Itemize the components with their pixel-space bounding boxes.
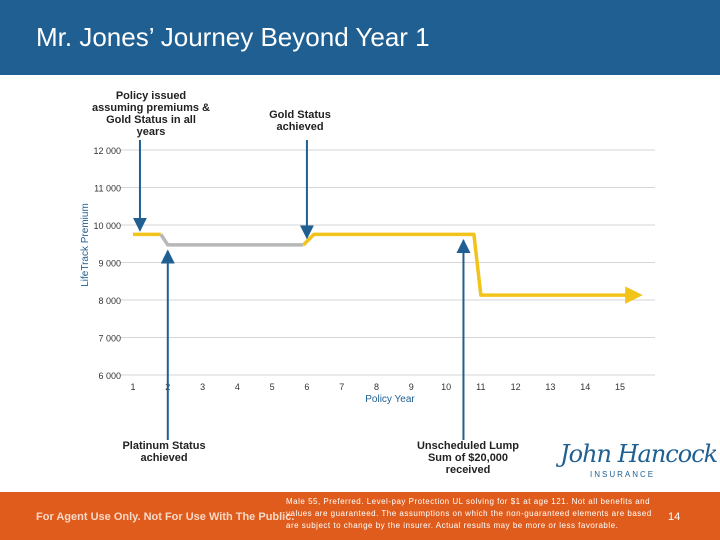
y-tick-label: 12 000	[93, 146, 121, 156]
x-axis-label: Policy Year	[365, 394, 415, 405]
header-bar	[0, 0, 720, 75]
annotation-policy-issued: Policy issued assuming premiums & Gold S…	[92, 90, 210, 138]
footer-bar	[0, 492, 720, 540]
page-title: Mr. Jones’ Journey Beyond Year 1	[36, 22, 430, 52]
x-tick-label: 8	[374, 382, 379, 392]
x-tick-label: 7	[339, 382, 344, 392]
x-tick-label: 13	[545, 382, 555, 392]
series-line	[302, 232, 643, 304]
x-tick-label: 6	[304, 382, 309, 392]
x-tick-label: 3	[200, 382, 205, 392]
y-tick-label: 7 000	[98, 334, 121, 344]
y-axis-label: LifeTrack Premium	[80, 203, 91, 287]
y-tick-label: 11 000	[94, 184, 121, 194]
annotation-gold-status: Gold Status achieved	[269, 109, 331, 133]
x-tick-label: 12	[511, 382, 521, 392]
y-tick-label: 8 000	[98, 296, 121, 306]
agent-use-notice: For Agent Use Only. Not For Use With The…	[36, 511, 295, 523]
y-tick-label: 6 000	[98, 371, 121, 381]
annotation-lump-sum: Unscheduled Lump Sum of $20,000 received	[416, 440, 520, 476]
john-hancock-logo: John Hancock INSURANCE	[560, 440, 718, 484]
x-tick-label: 5	[270, 382, 275, 392]
y-tick-label: 9 000	[98, 259, 121, 269]
x-tick-label: 14	[580, 382, 590, 392]
y-tick-label: 10 000	[93, 221, 121, 231]
x-tick-label: 9	[409, 382, 414, 392]
page-number: 14	[668, 511, 681, 523]
x-tick-label: 15	[615, 382, 625, 392]
logo-wordmark: John Hancock	[560, 440, 718, 468]
series-line	[159, 233, 304, 247]
x-tick-label: 1	[130, 382, 135, 392]
x-tick-label: 11	[476, 382, 485, 392]
annotation-platinum-status: Platinum Status achieved	[122, 440, 206, 464]
logo-subtitle: INSURANCE	[590, 470, 656, 479]
x-tick-label: 10	[441, 382, 451, 392]
footer-disclaimer: Male 55, Preferred. Level-pay Protection…	[286, 497, 652, 530]
x-tick-label: 4	[235, 382, 240, 392]
